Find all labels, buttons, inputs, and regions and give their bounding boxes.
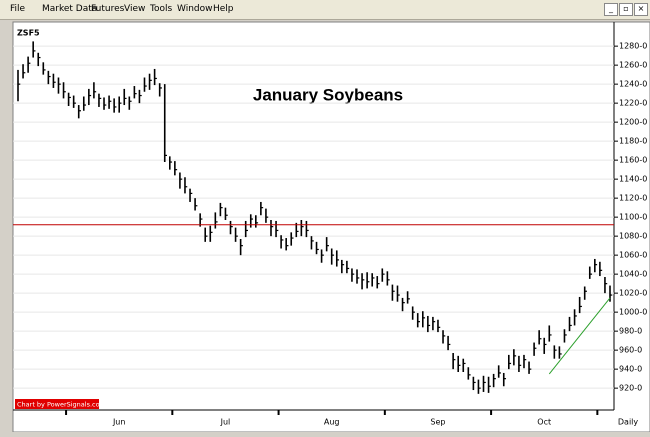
- restore-button[interactable]: ▫: [619, 3, 633, 16]
- y-tick-label: 1160-0: [619, 156, 647, 165]
- menu-item[interactable]: Market Data: [42, 4, 98, 14]
- menu-item[interactable]: File: [10, 4, 26, 14]
- x-tick-label: Aug: [324, 418, 340, 427]
- y-tick-label: 920-0: [619, 384, 642, 393]
- y-tick-label: 1140-0: [619, 175, 647, 184]
- y-tick-label: 1040-0: [619, 270, 647, 279]
- y-tick-label: 980-0: [619, 327, 642, 336]
- x-tick-label: Jul: [220, 418, 231, 427]
- y-tick-label: 1180-0: [619, 137, 647, 146]
- y-tick-label: 1240-0: [619, 80, 647, 89]
- y-tick-label: 1120-0: [619, 194, 647, 203]
- menu-item[interactable]: View: [124, 4, 146, 14]
- y-tick-label: 1100-0: [619, 213, 647, 222]
- y-tick-label: 1280-0: [619, 42, 647, 51]
- trendline: [548, 297, 611, 375]
- chart-panel: [12, 21, 650, 433]
- y-tick-label: 1200-0: [619, 118, 647, 127]
- chart: ZSF5 January Soybeans Chart by PowerSign…: [0, 21, 650, 437]
- y-tick-label: 940-0: [619, 365, 642, 374]
- x-tick-label: Sep: [430, 418, 445, 427]
- menu-bar: File Market Data Futures View Tools Wind…: [0, 0, 650, 20]
- y-tick-label: 1220-0: [619, 99, 647, 108]
- watermark-box: [15, 399, 99, 409]
- y-tick-label: 1060-0: [619, 251, 647, 260]
- timeframe-label: Daily: [618, 418, 639, 427]
- status-bar: [0, 432, 650, 437]
- minimize-button[interactable]: _: [604, 3, 618, 16]
- y-tick-label: 1080-0: [619, 232, 647, 241]
- menu-item[interactable]: Window: [177, 4, 213, 14]
- watermark: Chart by PowerSignals.com: [17, 401, 106, 409]
- menu-item[interactable]: Help: [213, 4, 234, 14]
- x-tick-label: Jun: [112, 418, 126, 427]
- menu-item[interactable]: Futures: [91, 4, 125, 14]
- y-tick-label: 960-0: [619, 346, 642, 355]
- symbol-label: ZSF5: [17, 29, 40, 38]
- y-tick-label: 1000-0: [619, 308, 647, 317]
- x-tick-label: Oct: [537, 418, 551, 427]
- chart-title: January Soybeans: [253, 85, 403, 104]
- close-button[interactable]: ×: [634, 3, 648, 16]
- y-tick-label: 1260-0: [619, 61, 647, 70]
- y-tick-label: 1020-0: [619, 289, 647, 298]
- menu-item[interactable]: Tools: [150, 4, 173, 14]
